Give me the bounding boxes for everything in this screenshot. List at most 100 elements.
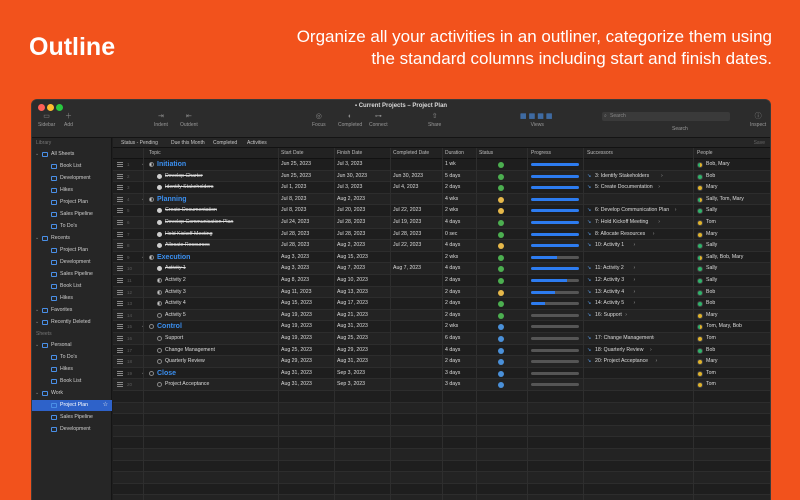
status-dot[interactable]	[498, 254, 504, 261]
topic-cell[interactable]: Project Acceptance	[165, 381, 210, 388]
sidebar-item-favorites[interactable]: ⌄ Favorites	[32, 305, 112, 316]
drag-handle-icon[interactable]	[117, 324, 123, 330]
people-cell[interactable]: Mary	[706, 184, 718, 191]
task-row[interactable]: 10 Activity 1 Aug 3, 2023 Aug 7, 2023 Aug 7,…	[113, 263, 770, 275]
sidebar-item-project-plan[interactable]: Project Plan	[32, 197, 112, 208]
duration-cell[interactable]: 2 days	[445, 184, 461, 191]
start-cell[interactable]: Jul 24, 2023	[281, 219, 310, 225]
finish-cell[interactable]: Jul 28, 2023	[337, 230, 366, 237]
people-cell[interactable]: Bob	[706, 172, 716, 179]
sidebar-item-to-do-s[interactable]: To Do's	[32, 221, 112, 232]
finish-cell[interactable]: Aug 29, 2023	[337, 346, 368, 353]
status-dot[interactable]	[498, 231, 504, 238]
search-button[interactable]: Search	[672, 126, 688, 132]
start-cell[interactable]: Jul 1, 2023	[281, 184, 307, 191]
status-dot[interactable]	[498, 208, 504, 215]
people-cell[interactable]: Mary	[706, 311, 718, 318]
finish-cell[interactable]: Jul 3, 2023	[337, 161, 363, 167]
topic-cell[interactable]: Activity 4	[165, 300, 186, 307]
drag-handle-icon[interactable]	[117, 312, 123, 318]
topic-cell[interactable]: Close	[157, 369, 177, 377]
start-cell[interactable]: Aug 31, 2023	[281, 381, 312, 388]
people-cell[interactable]: Sally	[706, 207, 718, 214]
duration-cell[interactable]: 1 wk	[445, 161, 456, 167]
progress-circle-icon[interactable]	[157, 347, 162, 353]
finish-cell[interactable]: Aug 31, 2023	[337, 358, 368, 365]
people-cell[interactable]: Bob, Mary	[706, 161, 730, 167]
successor-cell[interactable]: 5: Create Documentation	[595, 184, 653, 191]
topic-cell[interactable]: Identify Stakeholders	[165, 184, 214, 191]
task-row[interactable]: 8 Allocate Resources Jul 28, 2023 Aug 2, 20…	[113, 240, 770, 252]
duration-cell[interactable]: 4 days	[445, 265, 461, 272]
topic-cell[interactable]: Execution	[157, 253, 191, 261]
start-cell[interactable]: Aug 19, 2023	[281, 335, 312, 341]
start-cell[interactable]: Aug 31, 2023	[281, 369, 312, 376]
progress-circle-icon[interactable]	[157, 382, 162, 388]
duration-cell[interactable]: 2 days	[445, 358, 461, 365]
completed-check-icon[interactable]	[157, 185, 162, 191]
sidebar-button[interactable]: ▭ Sidebar	[38, 112, 55, 128]
finish-cell[interactable]: Jul 28, 2023	[337, 219, 366, 225]
filter-status-pending[interactable]: Status - Pending	[121, 140, 158, 146]
status-dot[interactable]	[498, 336, 504, 342]
people-cell[interactable]: Sally	[706, 265, 718, 272]
start-cell[interactable]: Jun 25, 2023	[281, 172, 311, 179]
finish-cell[interactable]: Jul 3, 2023	[337, 184, 363, 191]
completed-cell[interactable]: Jul 4, 2023	[393, 184, 419, 191]
finish-cell[interactable]: Jul 20, 2023	[337, 207, 366, 214]
finish-cell[interactable]: Aug 17, 2023	[337, 300, 368, 307]
finish-cell[interactable]: Aug 31, 2023	[337, 323, 368, 330]
chevron-down-icon[interactable]: ⌄	[35, 342, 40, 348]
people-cell[interactable]: Tom	[706, 369, 716, 376]
sidebar-item-development[interactable]: Development	[32, 424, 112, 435]
minimize-window-button[interactable]	[47, 104, 54, 111]
topic-cell[interactable]: Create Documentation	[165, 207, 217, 214]
drag-handle-icon[interactable]	[117, 382, 123, 388]
drag-handle-icon[interactable]	[117, 254, 123, 260]
start-cell[interactable]: Aug 8, 2023	[281, 277, 309, 283]
status-dot[interactable]	[498, 324, 504, 331]
drag-handle-icon[interactable]	[117, 162, 123, 167]
drag-handle-icon[interactable]	[117, 185, 123, 191]
drag-handle-icon[interactable]	[117, 336, 123, 341]
task-row[interactable]: 16 Support Aug 19, 2023 Aug 25, 2023 6 days ↘…	[113, 333, 770, 345]
drag-handle-icon[interactable]	[117, 301, 123, 307]
sidebar-item-development[interactable]: Development	[32, 173, 112, 184]
status-dot[interactable]	[498, 312, 504, 319]
topic-cell[interactable]: Activity 1	[165, 265, 186, 272]
chevron-down-icon[interactable]: ⌄	[35, 151, 40, 157]
completed-check-icon[interactable]	[157, 208, 162, 214]
start-cell[interactable]: Aug 3, 2023	[281, 265, 309, 272]
start-cell[interactable]: Jul 28, 2023	[281, 242, 310, 249]
finish-cell[interactable]: Sep 3, 2023	[337, 369, 365, 376]
duration-cell[interactable]: 2 days	[445, 311, 461, 318]
drag-handle-icon[interactable]	[117, 266, 123, 272]
sidebar-item-book-list[interactable]: Book List	[32, 376, 112, 387]
progress-circle-icon[interactable]	[149, 324, 154, 330]
task-row[interactable]: 7 Hold Kickoff Meeting Jul 28, 2023 Jul 28,…	[113, 229, 770, 241]
finish-cell[interactable]: Aug 15, 2023	[337, 253, 368, 260]
status-dot[interactable]	[498, 266, 504, 273]
progress-circle-icon[interactable]	[157, 359, 162, 365]
start-cell[interactable]: Aug 19, 2023	[281, 311, 312, 318]
column-topic[interactable]: Topic	[149, 150, 161, 156]
duration-cell[interactable]: 5 days	[445, 172, 461, 179]
people-cell[interactable]: Mary	[706, 358, 718, 365]
sidebar-item-sales-pipeline[interactable]: Sales Pipeline	[32, 412, 112, 423]
successor-cell[interactable]: 13: Activity 4	[595, 288, 625, 295]
column-start-date[interactable]: Start Date	[281, 150, 304, 156]
status-dot[interactable]	[498, 382, 504, 389]
people-cell[interactable]: Tom	[706, 381, 716, 388]
task-row[interactable]: 5 Create Documentation Jul 8, 2023 Jul 20, …	[113, 205, 770, 217]
completed-check-icon[interactable]	[157, 243, 162, 249]
column-duration[interactable]: Duration	[445, 150, 464, 156]
status-dot[interactable]	[498, 196, 504, 203]
sidebar-item-development[interactable]: Development	[32, 257, 112, 268]
start-cell[interactable]: Aug 29, 2023	[281, 358, 312, 365]
successor-cell[interactable]: 8: Allocate Resources	[595, 230, 646, 237]
duration-cell[interactable]: 4 days	[445, 219, 461, 225]
drag-handle-icon[interactable]	[117, 359, 123, 365]
topic-cell[interactable]: Planning	[157, 195, 187, 203]
